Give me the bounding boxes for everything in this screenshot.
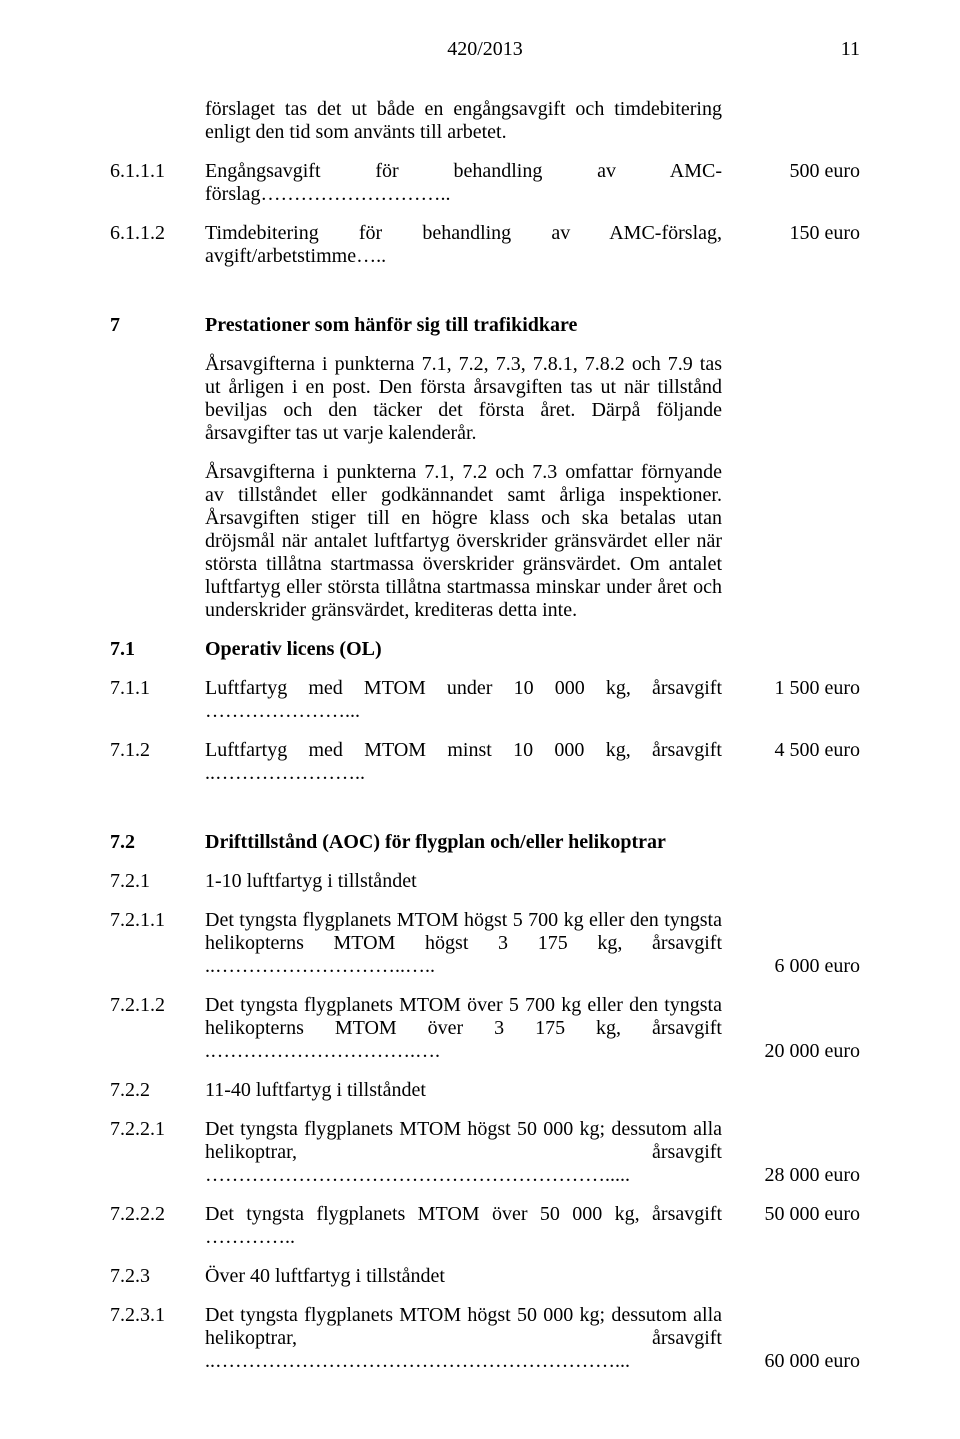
row-7-2-1-2: 7.2.1.2 Det tyngsta flygplanets MTOM öve…: [110, 994, 860, 1063]
item-number: 7.2: [110, 831, 205, 854]
item-number: 7.1.1: [110, 677, 205, 700]
intro-paragraph-row: förslaget tas det ut både en engångsavgi…: [110, 98, 860, 144]
row-7-1: 7.1 Operativ licens (OL) -: [110, 638, 860, 661]
item-amount: 60 000 euro: [730, 1350, 860, 1373]
row-6-1-1-2: 6.1.1.2 Timdebitering för behandling av …: [110, 222, 860, 268]
item-amount: 50 000 euro: [730, 1203, 860, 1226]
item-text: Det tyngsta flygplanets MTOM över 5 700 …: [205, 994, 730, 1063]
intro-paragraph: förslaget tas det ut både en engångsavgi…: [205, 98, 730, 144]
item-amount: 150 euro: [730, 222, 860, 245]
page-header: 420/2013 11: [110, 38, 860, 68]
item-text: Över 40 luftfartyg i tillståndet: [205, 1265, 730, 1288]
item-number: 7.2.2.1: [110, 1118, 205, 1141]
row-6-1-1-1: 6.1.1.1 Engångsavgift för behandling av …: [110, 160, 860, 206]
item-text: Det tyngsta flygplanets MTOM högst 50 00…: [205, 1118, 730, 1187]
item-number: 7.1.2: [110, 739, 205, 762]
row-7-1-2: 7.1.2 Luftfartyg med MTOM minst 10 000 k…: [110, 739, 860, 785]
section-number: 7: [110, 314, 205, 337]
row-7-para-b: Årsavgifterna i punkterna 7.1, 7.2 och 7…: [110, 461, 860, 622]
item-text: Timdebitering för behandling av AMC-förs…: [205, 222, 730, 268]
row-7-2-2-1: 7.2.2.1 Det tyngsta flygplanets MTOM hög…: [110, 1118, 860, 1187]
item-number: 7.2.2: [110, 1079, 205, 1102]
row-7-2-2: 7.2.2 11-40 luftfartyg i tillståndet -: [110, 1079, 860, 1102]
item-number: 7.2.1: [110, 870, 205, 893]
item-text: Operativ licens (OL): [205, 638, 730, 661]
item-text: Luftfartyg med MTOM minst 10 000 kg, års…: [205, 739, 730, 785]
header-doc-number: 420/2013: [447, 38, 523, 61]
item-amount: 6 000 euro: [730, 955, 860, 978]
row-7: 7 Prestationer som hänför sig till trafi…: [110, 314, 860, 337]
item-amount: 500 euro: [730, 160, 860, 183]
row-7-1-1: 7.1.1 Luftfartyg med MTOM under 10 000 k…: [110, 677, 860, 723]
item-number: 7.2.3: [110, 1265, 205, 1288]
item-text: Det tyngsta flygplanets MTOM över 50 000…: [205, 1203, 730, 1249]
header-page-number: 11: [841, 38, 860, 61]
item-text: 1-10 luftfartyg i tillståndet: [205, 870, 730, 893]
item-amount: 4 500 euro: [730, 739, 860, 762]
item-amount: 28 000 euro: [730, 1164, 860, 1187]
item-number: 7.2.2.2: [110, 1203, 205, 1226]
row-7-2-3: 7.2.3 Över 40 luftfartyg i tillståndet -: [110, 1265, 860, 1288]
item-number: 7.1: [110, 638, 205, 661]
item-number: 7.2.1.2: [110, 994, 205, 1017]
item-number: 6.1.1.1: [110, 160, 205, 183]
section-paragraph-b: Årsavgifterna i punkterna 7.1, 7.2 och 7…: [205, 461, 730, 622]
item-amount: 20 000 euro: [730, 1040, 860, 1063]
item-number: 6.1.1.2: [110, 222, 205, 245]
page: 420/2013 11 förslaget tas det ut både en…: [0, 0, 960, 1439]
item-number: 7.2.1.1: [110, 909, 205, 932]
row-7-2-1: 7.2.1 1-10 luftfartyg i tillståndet -: [110, 870, 860, 893]
item-text: Engångsavgift för behandling av AMC-förs…: [205, 160, 730, 206]
item-text: Drifttillstånd (AOC) för flygplan och/el…: [205, 831, 730, 854]
row-7-para-a: Årsavgifterna i punkterna 7.1, 7.2, 7.3,…: [110, 353, 860, 445]
row-7-2-1-1: 7.2.1.1 Det tyngsta flygplanets MTOM hög…: [110, 909, 860, 978]
item-number: 7.2.3.1: [110, 1304, 205, 1327]
row-7-2: 7.2 Drifttillstånd (AOC) för flygplan oc…: [110, 831, 860, 854]
item-text: Luftfartyg med MTOM under 10 000 kg, års…: [205, 677, 730, 723]
item-amount: 1 500 euro: [730, 677, 860, 700]
item-text: Det tyngsta flygplanets MTOM högst 5 700…: [205, 909, 730, 978]
item-text: 11-40 luftfartyg i tillståndet: [205, 1079, 730, 1102]
section-title: Prestationer som hänför sig till trafiki…: [205, 314, 730, 337]
section-paragraph-a: Årsavgifterna i punkterna 7.1, 7.2, 7.3,…: [205, 353, 730, 445]
row-7-2-2-2: 7.2.2.2 Det tyngsta flygplanets MTOM öve…: [110, 1203, 860, 1249]
